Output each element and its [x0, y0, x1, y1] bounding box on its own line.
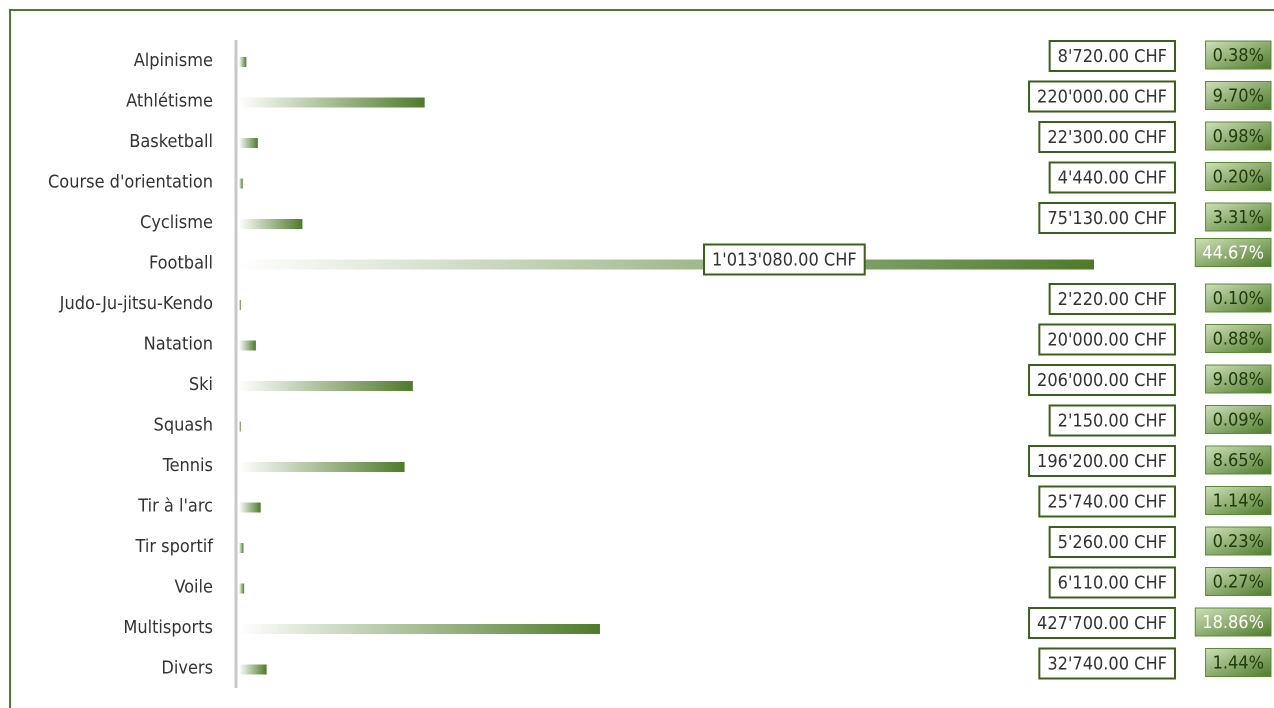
- value-label: 220'000.00 CHF: [1037, 87, 1167, 108]
- value-label: 2'220.00 CHF: [1058, 289, 1167, 310]
- percent-label: 44.67%: [1202, 243, 1264, 264]
- percent-label-box: [1205, 283, 1272, 313]
- category-label: Natation: [144, 334, 213, 355]
- percent-label: 0.20%: [1213, 167, 1264, 188]
- value-label: 206'000.00 CHF: [1037, 370, 1167, 391]
- chart-frame: [9, 9, 1274, 708]
- value-label: 427'700.00 CHF: [1037, 613, 1167, 634]
- bar: [239, 178, 243, 189]
- percent-label: 3.31%: [1213, 207, 1264, 228]
- value-label: 6'110.00 CHF: [1058, 573, 1167, 594]
- percent-label-box: [1205, 486, 1272, 515]
- percent-label: 9.70%: [1213, 86, 1264, 107]
- value-label: 20'000.00 CHF: [1047, 330, 1167, 351]
- bar: [239, 664, 267, 675]
- value-label-box: [1038, 323, 1176, 356]
- bar: [239, 624, 600, 634]
- percent-label: 0.98%: [1213, 126, 1264, 147]
- value-label-box: [1038, 485, 1176, 518]
- value-label: 75'130.00 CHF: [1047, 208, 1167, 229]
- bar: [239, 97, 425, 108]
- bar: [239, 138, 258, 148]
- percent-label: 8.65%: [1213, 450, 1264, 471]
- value-label-box: [1048, 283, 1176, 315]
- percent-label-box: [1194, 238, 1272, 267]
- value-label-box: [1048, 404, 1176, 437]
- value-label-box: [1038, 647, 1176, 680]
- value-label-box: [1048, 161, 1176, 194]
- value-label-box: [1028, 80, 1176, 113]
- percent-label-box: [1205, 567, 1272, 596]
- value-label-box: [1048, 526, 1176, 558]
- percent-label: 18.86%: [1202, 612, 1264, 633]
- value-label-box: [1038, 202, 1176, 234]
- percent-label: 0.10%: [1213, 288, 1264, 309]
- bar: [239, 583, 245, 594]
- percent-label: 0.09%: [1213, 410, 1264, 431]
- percent-label-box: [1194, 607, 1272, 637]
- percent-label: 1.44%: [1213, 653, 1264, 674]
- category-label: Football: [149, 253, 213, 274]
- bar: [239, 543, 244, 553]
- value-label: 25'740.00 CHF: [1047, 492, 1167, 513]
- bar: [239, 462, 405, 472]
- percent-label: 1.14%: [1213, 491, 1264, 512]
- percent-label-box: [1205, 526, 1272, 556]
- category-label: Voile: [174, 577, 213, 598]
- percent-label: 0.38%: [1213, 45, 1264, 66]
- percent-label-box: [1205, 648, 1272, 677]
- category-label: Divers: [161, 658, 213, 679]
- percent-label-box: [1205, 364, 1272, 394]
- percent-label-box: [1205, 445, 1272, 475]
- bar: [239, 340, 256, 351]
- value-label-box: [1048, 566, 1176, 599]
- category-label: Squash: [154, 415, 213, 436]
- category-label: Athlétisme: [126, 91, 213, 112]
- percent-label-box: [1205, 162, 1272, 191]
- category-label: Ski: [189, 374, 213, 395]
- value-label: 22'300.00 CHF: [1047, 127, 1167, 148]
- percent-label-box: [1205, 202, 1272, 232]
- percent-label: 9.08%: [1213, 369, 1264, 390]
- category-label: Tir à l'arc: [137, 496, 213, 517]
- category-label: Course d'orientation: [48, 172, 213, 193]
- bar: [239, 219, 303, 229]
- percent-label-box: [1205, 81, 1272, 110]
- category-label: Tir sportif: [135, 536, 215, 557]
- category-label: Tennis: [162, 455, 213, 476]
- percent-label: 0.88%: [1213, 329, 1264, 350]
- bar: [239, 502, 261, 513]
- value-label-box: [1028, 364, 1176, 396]
- category-label: Alpinisme: [134, 50, 213, 71]
- bar: [239, 421, 241, 432]
- value-label-box: [1028, 607, 1176, 639]
- percent-label: 0.23%: [1213, 531, 1264, 552]
- value-label-box: [1038, 121, 1176, 153]
- value-label: 5'260.00 CHF: [1058, 532, 1167, 553]
- value-label: 32'740.00 CHF: [1047, 654, 1167, 675]
- percent-label-box: [1205, 405, 1272, 434]
- value-label: 196'200.00 CHF: [1037, 451, 1167, 472]
- bar: [239, 259, 1094, 270]
- percent-label: 0.27%: [1213, 572, 1264, 593]
- bar: [239, 57, 247, 67]
- category-label: Basketball: [129, 131, 213, 152]
- category-label: Cyclisme: [140, 212, 213, 233]
- category-label: Judo-Ju-jitsu-Kendo: [59, 293, 213, 314]
- percent-label-box: [1205, 121, 1272, 151]
- percent-label-box: [1205, 324, 1272, 353]
- value-label: 2'150.00 CHF: [1058, 411, 1167, 432]
- value-label: 8'720.00 CHF: [1058, 46, 1167, 67]
- category-label: Multisports: [123, 617, 213, 638]
- value-label: 4'440.00 CHF: [1058, 168, 1167, 189]
- value-label: 1'013'080.00 CHF: [712, 250, 857, 271]
- value-label-box: [1028, 445, 1176, 477]
- bar: [239, 381, 413, 391]
- bar: [239, 300, 241, 310]
- value-label-box: [703, 243, 866, 276]
- percent-label-box: [1205, 40, 1272, 70]
- value-label-box: [1048, 40, 1176, 72]
